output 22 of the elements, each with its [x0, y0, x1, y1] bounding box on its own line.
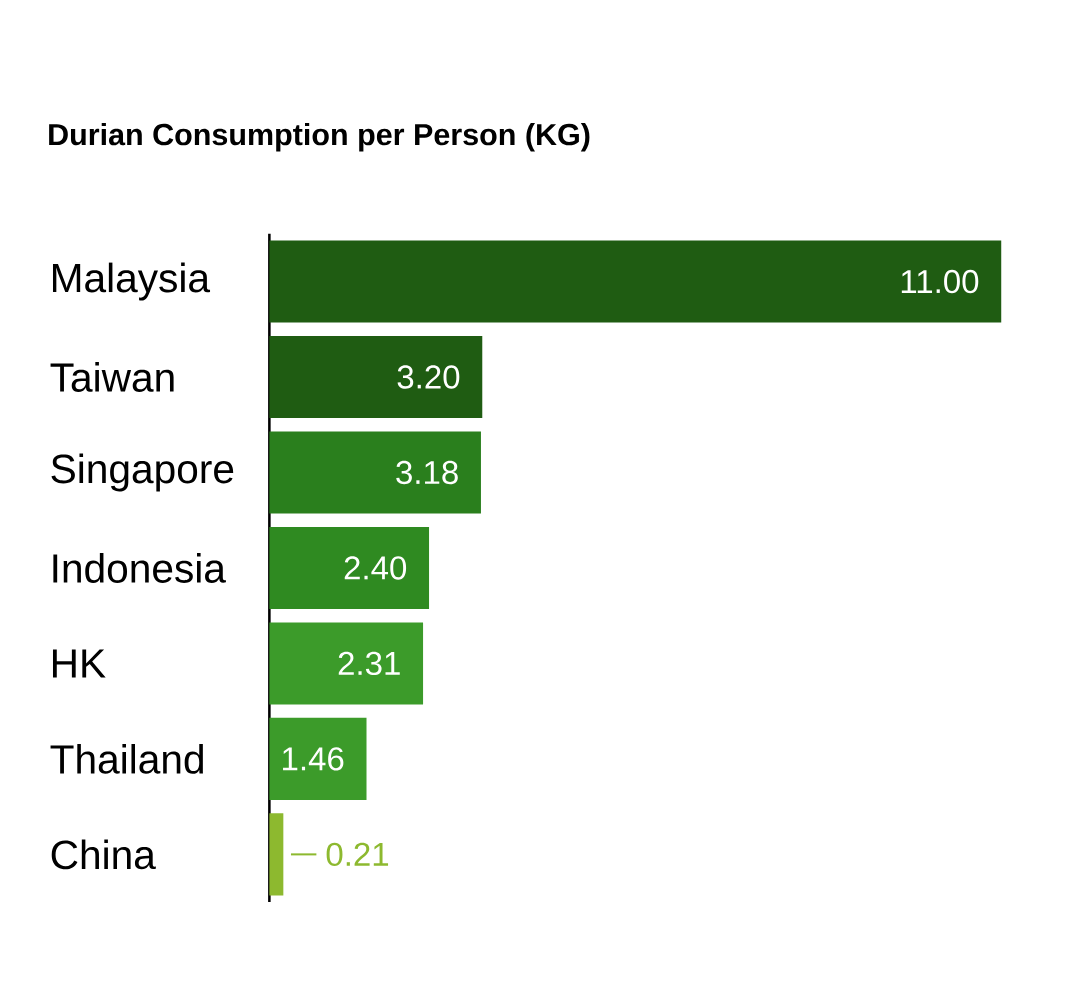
- data-label: 3.20: [397, 365, 460, 389]
- bar: [269, 431, 481, 514]
- data-label: 0.21: [326, 842, 389, 867]
- data-label: 1.46: [283, 747, 344, 771]
- y-tick-label: Indonesia: [53, 553, 226, 584]
- data-label: 2.40: [344, 556, 407, 580]
- data-label: 3.18: [396, 460, 458, 485]
- bar: [269, 336, 483, 419]
- data-label: 11.00: [901, 269, 979, 294]
- y-tick-label: Malaysia: [52, 262, 211, 301]
- bar: [269, 622, 424, 705]
- y-tick-label: Thailand: [50, 744, 203, 774]
- data-label: 2.31: [338, 651, 400, 676]
- bar: [269, 718, 367, 801]
- bar: [269, 527, 430, 610]
- bar: [269, 813, 284, 896]
- chart-title: Durian Consumption per Person (KG): [49, 123, 590, 152]
- bar: [269, 240, 1002, 323]
- y-tick-label: HK: [52, 649, 106, 678]
- y-tick-label: Singapore: [51, 453, 234, 492]
- y-tick-label: China: [51, 839, 156, 870]
- y-tick-label: Taiwan: [50, 362, 174, 393]
